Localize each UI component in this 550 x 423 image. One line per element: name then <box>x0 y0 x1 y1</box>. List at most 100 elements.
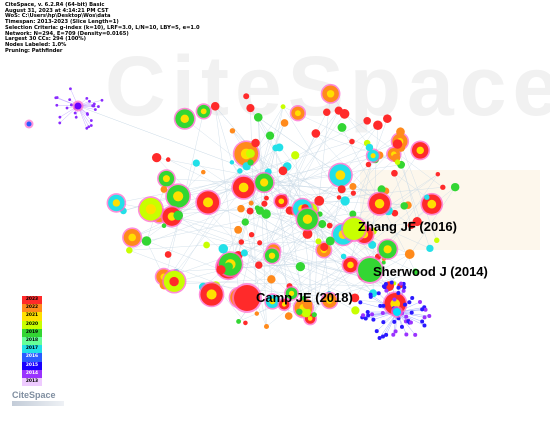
header-line: Timespan: 2013-2023 (Slice Length=1) <box>5 19 119 26</box>
node-core <box>180 114 189 124</box>
node <box>403 302 408 307</box>
node <box>396 290 401 295</box>
node <box>85 96 89 100</box>
node <box>450 182 460 192</box>
edge <box>228 266 304 309</box>
legend-year-2019: 2019 <box>22 328 42 337</box>
node <box>264 195 269 201</box>
node <box>301 295 307 301</box>
node <box>224 262 233 272</box>
node <box>55 103 59 107</box>
node-core <box>268 252 276 259</box>
edge <box>281 113 345 202</box>
edge <box>123 141 353 212</box>
node <box>241 218 249 226</box>
node <box>160 186 168 193</box>
node <box>248 231 255 238</box>
node <box>280 104 286 110</box>
node <box>54 96 58 100</box>
node <box>261 200 268 207</box>
node <box>246 104 255 113</box>
node <box>151 152 162 163</box>
node <box>126 247 133 254</box>
node-label-zhang[interactable]: Zhang JF (2016) <box>358 219 457 234</box>
edge <box>223 219 308 249</box>
node <box>424 194 430 200</box>
node <box>87 125 91 129</box>
node <box>88 99 91 103</box>
node <box>243 320 248 326</box>
node <box>74 115 78 119</box>
node-core <box>260 178 269 187</box>
node <box>412 268 419 275</box>
node <box>73 111 77 115</box>
node <box>302 299 313 310</box>
node <box>246 207 254 215</box>
edge <box>250 107 347 234</box>
node <box>243 93 250 100</box>
node-core <box>288 290 295 297</box>
node <box>401 288 406 293</box>
edge <box>329 200 346 226</box>
edge <box>238 222 246 256</box>
node <box>93 108 97 111</box>
header-line: Network: N=294, E=709 (Density=0.0165) <box>5 30 129 37</box>
node <box>318 220 327 229</box>
node-label-camp[interactable]: Camp JE (2018) <box>256 290 353 305</box>
legend-year-2014: 2014 <box>22 369 42 378</box>
edge <box>319 200 409 206</box>
edge <box>400 164 431 249</box>
node-core <box>374 198 385 209</box>
edge <box>246 166 430 249</box>
node-core <box>416 146 424 155</box>
node <box>257 240 263 246</box>
node-purple-hub <box>74 102 82 110</box>
node <box>251 138 260 148</box>
node <box>253 112 263 122</box>
node-core <box>294 110 301 117</box>
brand-logo-bar <box>12 401 64 406</box>
node <box>100 98 104 102</box>
node <box>404 332 409 337</box>
node <box>351 306 360 315</box>
node <box>363 117 371 125</box>
node <box>340 253 347 260</box>
node <box>422 315 427 320</box>
edge <box>245 221 324 251</box>
node <box>361 313 366 318</box>
node <box>267 275 276 284</box>
node <box>89 124 93 127</box>
node-core <box>281 302 287 307</box>
node <box>393 329 398 334</box>
node-sherwood <box>358 258 382 282</box>
edge <box>174 106 284 282</box>
header-line: Nodes Labeled: 1.0% <box>5 41 67 48</box>
node <box>229 160 235 165</box>
node <box>396 285 401 290</box>
node <box>420 307 425 312</box>
legend-year-2021: 2021 <box>22 312 42 321</box>
node <box>255 261 263 269</box>
node-core <box>347 261 354 269</box>
legend-year-2016: 2016 <box>22 353 42 362</box>
edge <box>258 264 301 267</box>
legend-year-2022: 2022 <box>22 304 42 313</box>
node <box>238 239 245 245</box>
node <box>161 223 167 228</box>
edge <box>215 106 344 257</box>
node <box>315 238 322 245</box>
node <box>284 312 293 320</box>
node <box>400 202 408 210</box>
node <box>218 243 229 254</box>
node <box>392 139 403 149</box>
node-core <box>269 298 276 305</box>
node <box>381 320 386 325</box>
nodes-layer <box>24 83 460 340</box>
node-label-sherwood[interactable]: Sherwood J (2014) <box>373 264 488 279</box>
node <box>248 200 254 206</box>
node <box>392 297 397 302</box>
legend-year-2020: 2020 <box>22 320 42 329</box>
node <box>410 295 415 300</box>
node-core <box>173 191 184 202</box>
